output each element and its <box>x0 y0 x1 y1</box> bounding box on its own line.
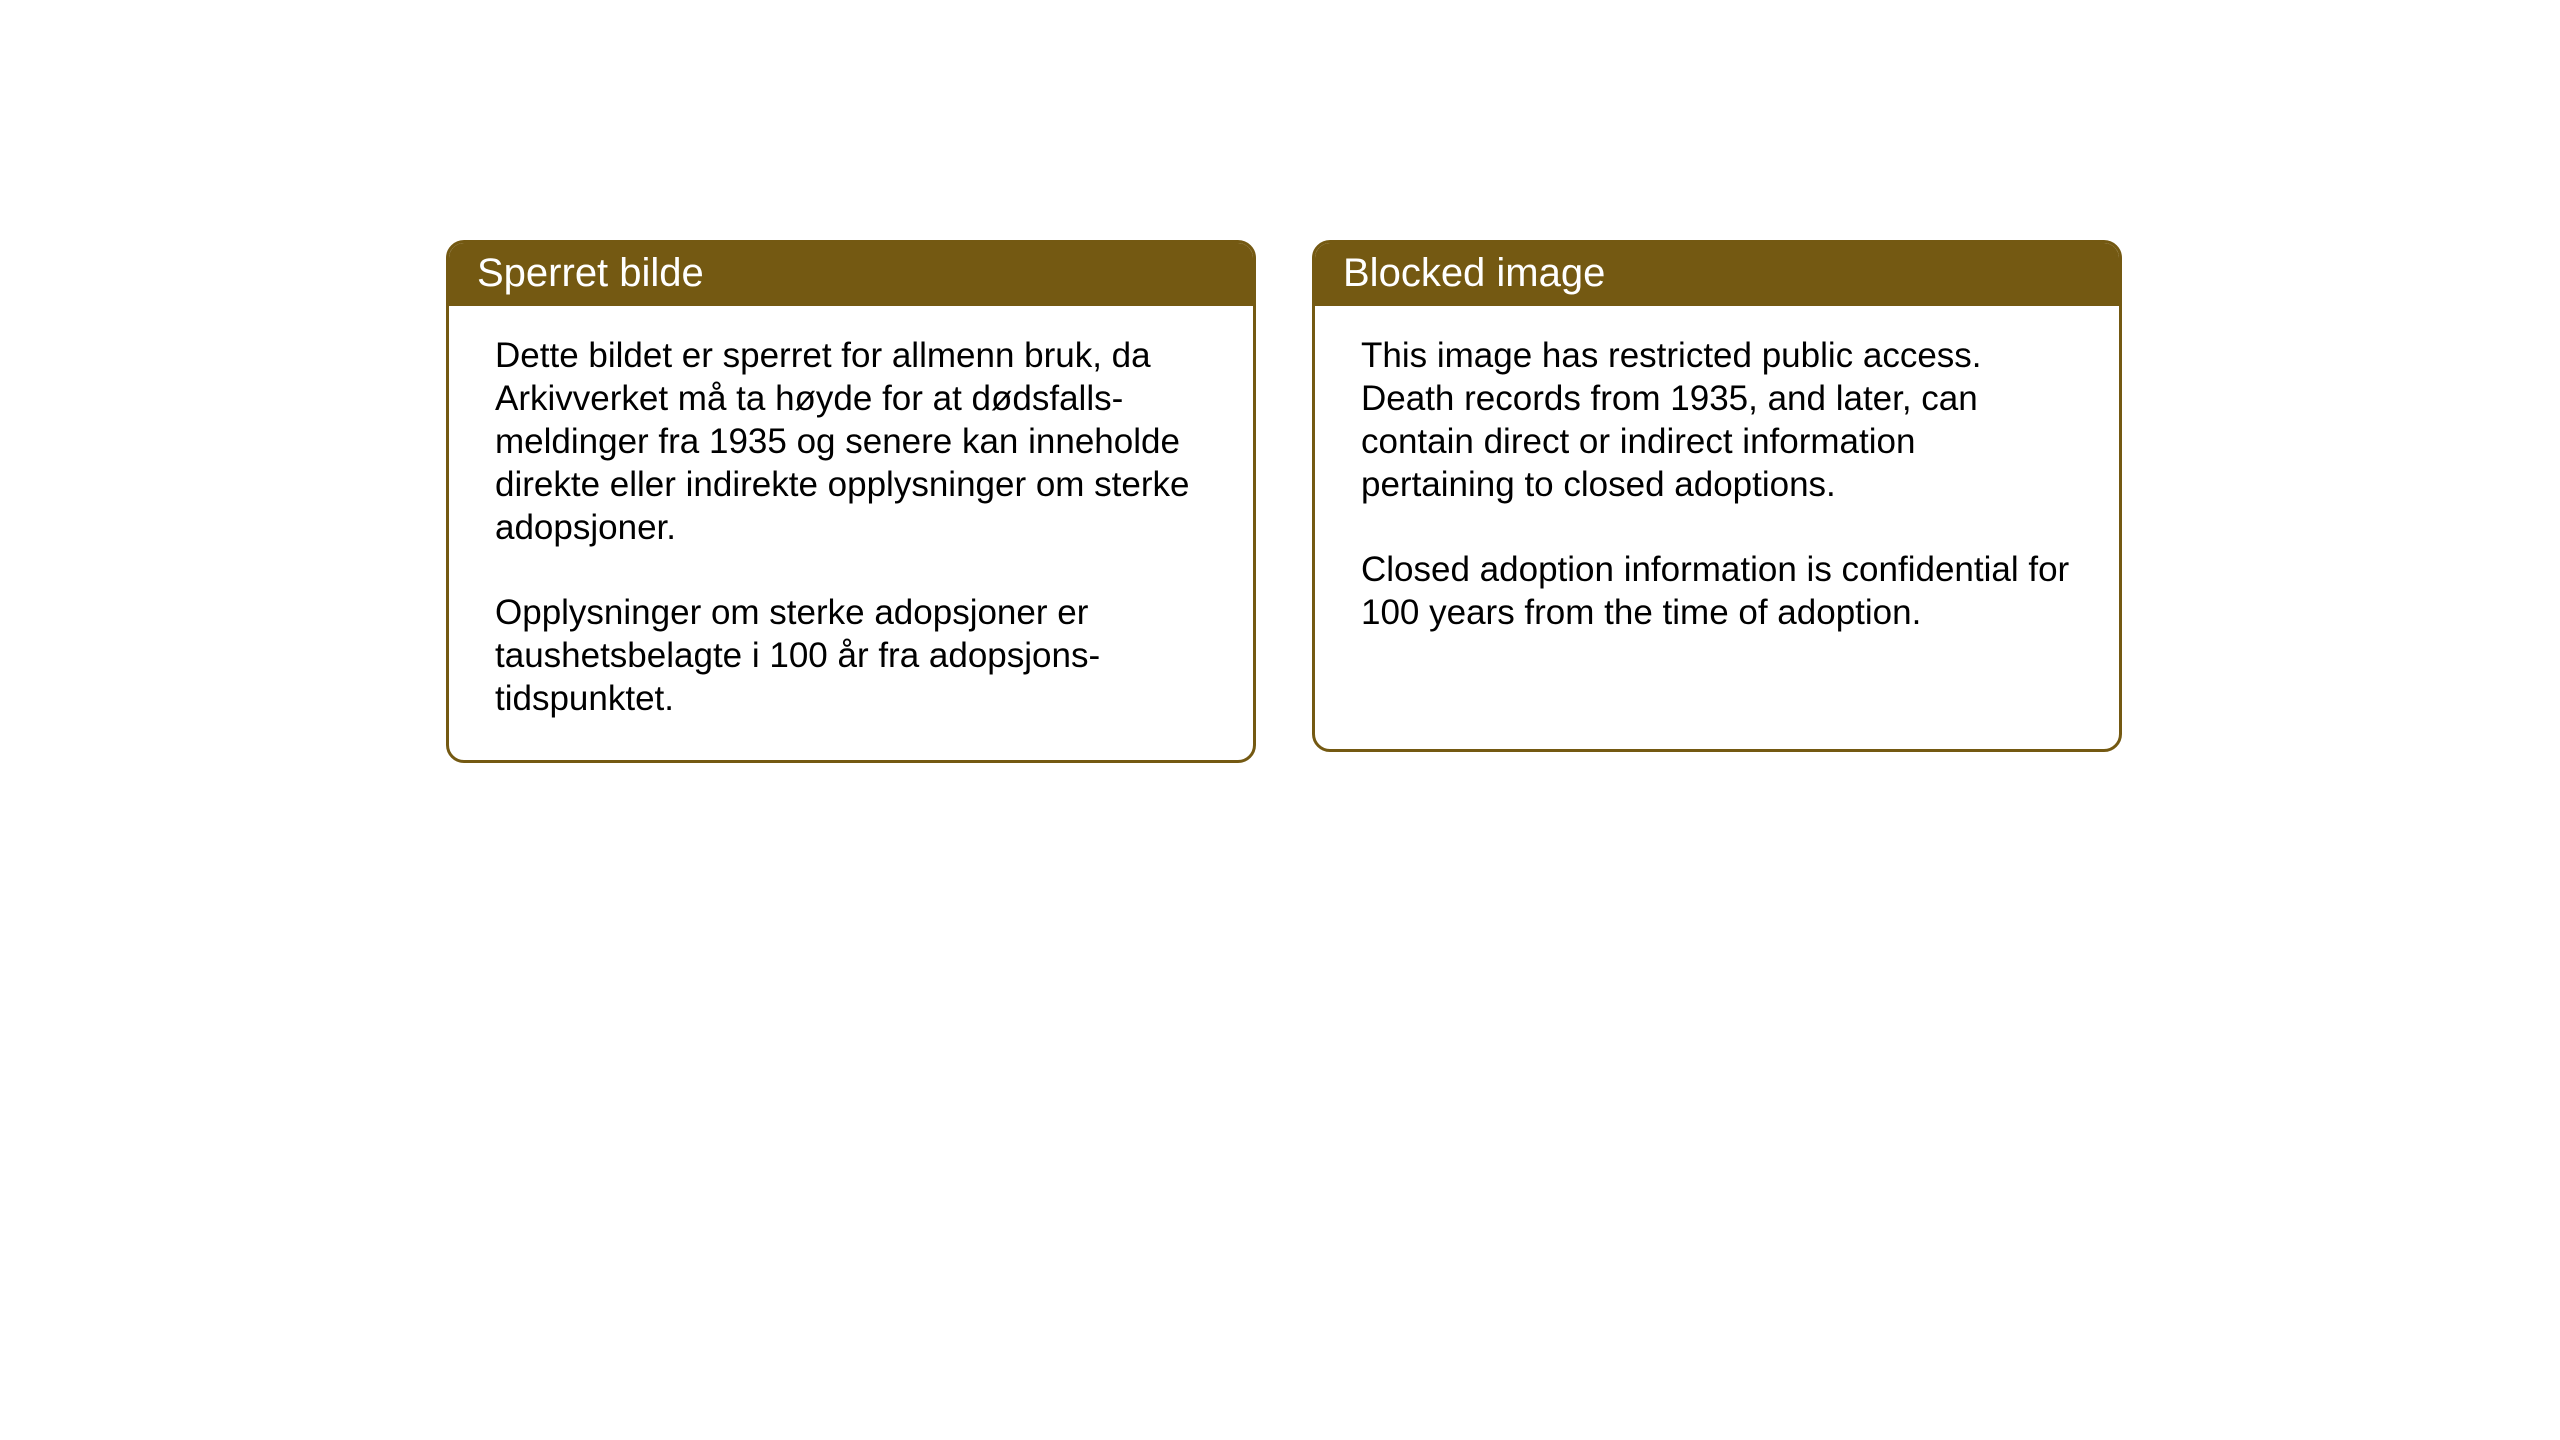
notice-body-english: This image has restricted public access.… <box>1315 306 2119 674</box>
notice-paragraph-2-english: Closed adoption information is confident… <box>1361 548 2073 634</box>
notice-header-english: Blocked image <box>1315 243 2119 306</box>
notice-container: Sperret bilde Dette bildet er sperret fo… <box>446 240 2122 763</box>
notice-card-english: Blocked image This image has restricted … <box>1312 240 2122 752</box>
notice-body-norwegian: Dette bildet er sperret for allmenn bruk… <box>449 306 1253 760</box>
notice-header-norwegian: Sperret bilde <box>449 243 1253 306</box>
notice-paragraph-1-norwegian: Dette bildet er sperret for allmenn bruk… <box>495 334 1207 549</box>
notice-paragraph-2-norwegian: Opplysninger om sterke adopsjoner er tau… <box>495 591 1207 720</box>
notice-card-norwegian: Sperret bilde Dette bildet er sperret fo… <box>446 240 1256 763</box>
notice-paragraph-1-english: This image has restricted public access.… <box>1361 334 2073 506</box>
